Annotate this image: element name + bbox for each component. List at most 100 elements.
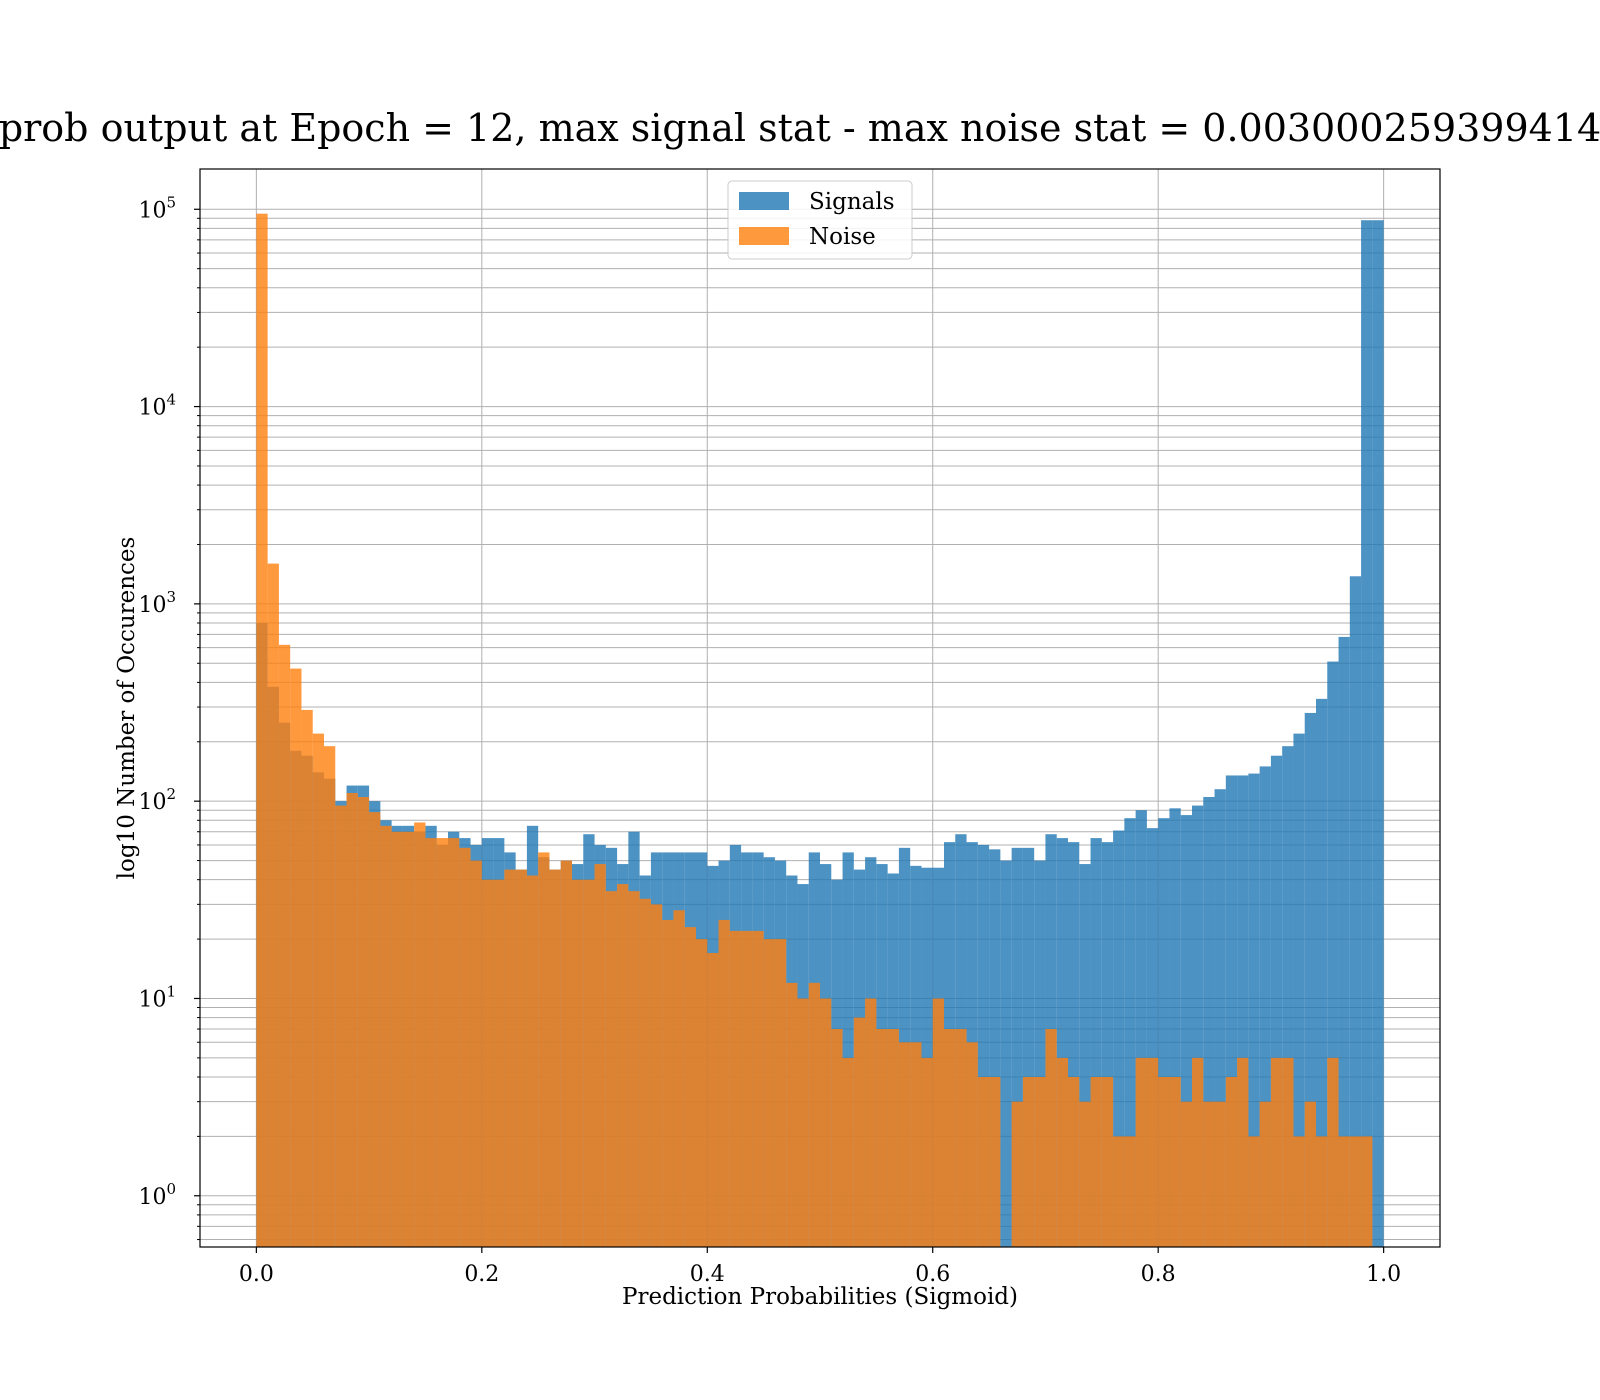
histogram-bar <box>1304 1101 1316 1247</box>
histogram-bar <box>820 998 832 1247</box>
histogram-bar <box>594 864 606 1247</box>
histogram-bar <box>459 847 471 1247</box>
y-axis-label: log10 Number of Occurences <box>114 537 140 880</box>
histogram-bar <box>1056 1057 1068 1247</box>
histogram-bar <box>842 1057 854 1247</box>
histogram-bar <box>1045 1029 1057 1247</box>
histogram-bar <box>955 1029 967 1247</box>
x-tick-label: 0.4 <box>690 1262 725 1287</box>
bars <box>256 213 1384 1248</box>
histogram-bar <box>1034 1076 1046 1247</box>
x-tick-label: 0.0 <box>239 1262 274 1287</box>
histogram-bar <box>1270 755 1283 1247</box>
histogram-bar <box>718 919 730 1247</box>
histogram-bar <box>1225 775 1238 1247</box>
histogram-bar <box>1192 805 1204 1247</box>
histogram-bar <box>256 213 268 1248</box>
histogram-bar <box>436 838 448 1247</box>
histogram-bar <box>1203 796 1215 1247</box>
histogram-bar <box>1214 789 1226 1247</box>
histogram-bar <box>696 939 708 1247</box>
y-tick-label: 102 <box>138 785 176 815</box>
histogram-bar <box>1282 746 1294 1247</box>
histogram-bar <box>707 953 719 1247</box>
histogram-bar <box>493 879 505 1247</box>
histogram-bar <box>729 930 742 1247</box>
histogram-bar <box>684 927 696 1247</box>
histogram-bar <box>1270 1057 1283 1247</box>
histogram-bar <box>1293 1136 1305 1247</box>
histogram-bar <box>1113 830 1125 1247</box>
histogram-bar <box>1113 1136 1125 1247</box>
histogram-bar <box>1282 1057 1294 1247</box>
histogram-bar <box>1225 1076 1238 1247</box>
histogram-bar <box>921 1057 933 1247</box>
x-tick-label: 0.8 <box>1141 1262 1176 1287</box>
histogram-bar <box>1349 576 1362 1247</box>
histogram-bar <box>1338 1136 1350 1247</box>
histogram-bar <box>391 831 403 1247</box>
histogram-bar <box>1304 712 1316 1247</box>
histogram-bar <box>1327 661 1339 1247</box>
histogram-bar <box>617 884 629 1247</box>
x-tick-label: 1.0 <box>1366 1262 1401 1287</box>
histogram-bar <box>786 982 798 1247</box>
histogram-bar <box>1361 220 1373 1248</box>
x-ticks: 0.0 0.2 0.4 0.6 0.8 1.0 <box>239 1247 1401 1287</box>
histogram-bar <box>1158 1076 1170 1247</box>
chart-title: prob output at Epoch = 12, max signal st… <box>0 106 1600 150</box>
legend-label-noise: Noise <box>809 224 876 250</box>
histogram-bar <box>842 852 854 1247</box>
histogram-bar <box>1135 810 1147 1247</box>
histogram-bar <box>1259 766 1271 1247</box>
series-noise <box>256 213 1373 1248</box>
histogram-bar <box>572 879 584 1247</box>
histogram-bar <box>662 919 674 1247</box>
histogram-bar <box>763 939 775 1247</box>
histogram-bar <box>267 563 279 1247</box>
histogram-bar <box>1135 1057 1147 1247</box>
plot-frame <box>199 168 1441 1248</box>
legend-label-signals: Signals <box>809 189 895 215</box>
histogram-bar <box>1372 220 1384 1248</box>
histogram-bar <box>481 879 494 1247</box>
histogram-bar <box>628 891 640 1247</box>
x-tick-label: 0.6 <box>915 1262 950 1287</box>
histogram-bar <box>1361 1136 1373 1247</box>
histogram-bar <box>278 644 291 1247</box>
histogram-bar <box>910 1042 922 1247</box>
histogram-bar <box>1259 1101 1271 1247</box>
histogram-bar <box>560 860 572 1247</box>
histogram-bar <box>369 812 381 1247</box>
histogram-bar <box>1011 1101 1023 1247</box>
histogram-bar <box>977 844 990 1247</box>
histogram-bar <box>1237 775 1249 1247</box>
histogram-bar <box>932 998 944 1247</box>
histogram-bar <box>1327 1057 1339 1247</box>
histogram-bar <box>583 879 595 1247</box>
y-tick-label: 100 <box>138 1180 176 1210</box>
histogram-bar <box>504 869 516 1247</box>
histogram-bar <box>1146 828 1159 1247</box>
histogram-bar <box>1293 733 1305 1247</box>
histogram-bar <box>1068 1076 1080 1247</box>
histogram-bar <box>1079 864 1091 1247</box>
histogram-bar <box>515 869 527 1247</box>
histogram-bar <box>865 998 877 1247</box>
histogram-bar <box>538 852 550 1247</box>
histogram-bar <box>605 891 618 1247</box>
histogram-bar <box>1214 1101 1226 1247</box>
histogram-bar <box>898 1042 911 1247</box>
histogram-bar <box>1068 842 1080 1247</box>
histogram-bar <box>797 998 809 1247</box>
histogram-bar <box>876 1029 888 1247</box>
histogram-bar <box>1079 1101 1091 1247</box>
histogram-bar <box>831 1029 843 1247</box>
histogram-bar <box>853 1017 866 1247</box>
histogram-bar <box>470 860 482 1247</box>
histogram-bar <box>1124 1136 1136 1247</box>
histogram-bar <box>402 831 415 1247</box>
histogram-bar <box>944 1029 956 1247</box>
histogram-bar <box>1192 1057 1204 1247</box>
